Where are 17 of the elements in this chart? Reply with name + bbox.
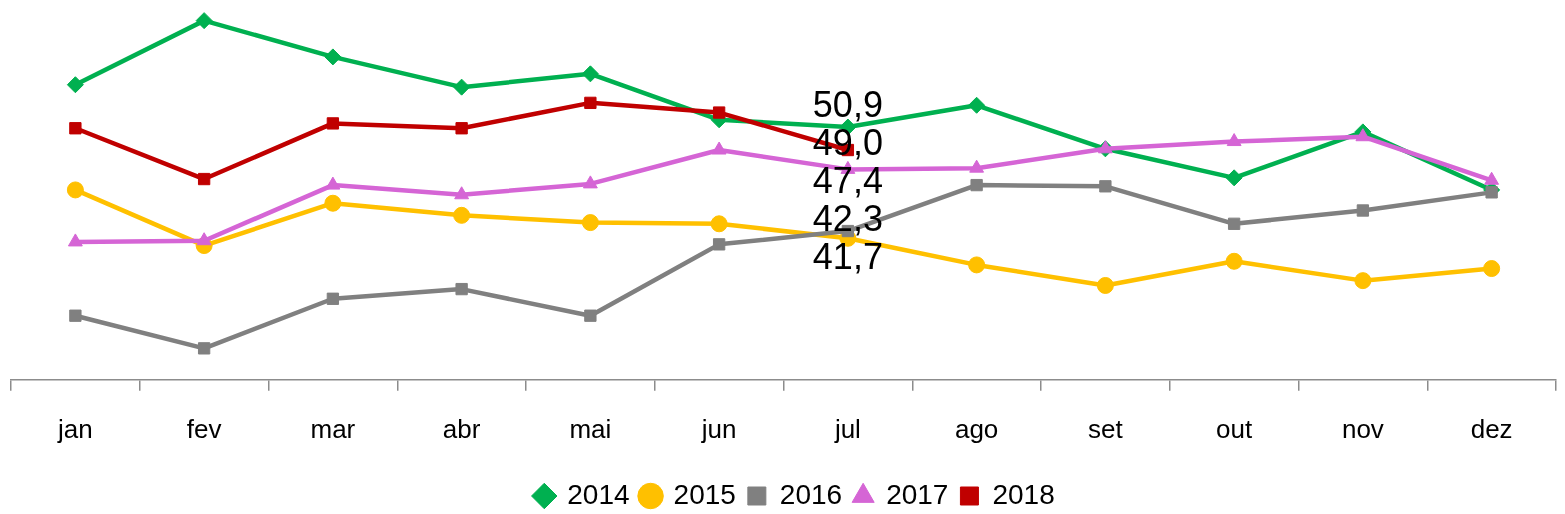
legend-label: 2017 bbox=[886, 478, 949, 510]
x-tick-label: mai bbox=[569, 413, 612, 444]
x-tick-label: fev bbox=[186, 413, 222, 444]
x-tick-label: set bbox=[1088, 413, 1124, 444]
x-tick-label: jul bbox=[833, 413, 861, 444]
x-tick-label: abr bbox=[442, 413, 481, 444]
x-tick-label: out bbox=[1216, 413, 1253, 444]
x-tick-label: jan bbox=[57, 413, 93, 444]
x-tick-label: dez bbox=[1470, 413, 1513, 444]
legend-label: 2016 bbox=[779, 478, 843, 510]
x-tick-label: jun bbox=[700, 413, 737, 444]
x-tick-label: mar bbox=[310, 413, 356, 444]
x-tick-label: nov bbox=[1341, 413, 1384, 444]
legend-label: 2018 bbox=[992, 478, 1055, 510]
legend-label: 2015 bbox=[673, 478, 736, 510]
legend-label: 2014 bbox=[567, 478, 630, 510]
x-tick-label: ago bbox=[954, 413, 999, 444]
